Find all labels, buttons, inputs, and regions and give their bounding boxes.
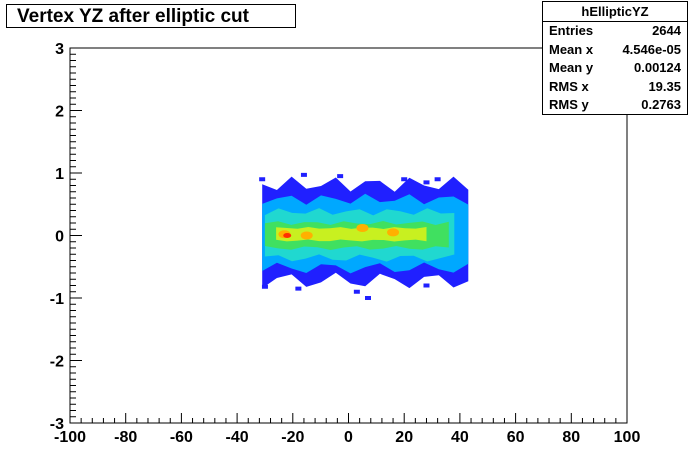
x-tick-label: 20 [395,429,413,446]
x-tick-label: 80 [562,429,580,446]
stats-box: hEllipticYZ Entries 2644 Mean x 4.546e-0… [542,1,688,115]
heat-outlier-cell [261,284,268,289]
heat-outlier-cell [300,172,307,177]
stats-value: 0.2763 [641,97,681,112]
stats-label: Mean y [549,60,594,75]
stats-value: 19.35 [648,78,681,94]
heat-outlier-cell [434,177,441,182]
heatmap-layer [259,172,469,300]
axis-layer: -100 -80 -60 -40 -20 0 20 40 60 80 100 3 2 1 0 -1 -2 -3 [50,41,641,446]
heat-outlier-cell [364,296,371,300]
y-tick-label: -1 [50,291,64,308]
x-tick-label: 60 [507,429,525,446]
stats-label: Mean x [549,41,594,57]
stats-row-mean-x: Mean x 4.546e-05 [543,41,687,60]
x-tick-label: -100 [54,429,86,446]
x-tick-label: -80 [114,429,137,446]
stats-row-mean-y: Mean y 0.00124 [543,59,687,78]
chart-title: Vertex YZ after elliptic cut [6,4,296,28]
stats-label: Entries [549,23,594,38]
heat-hotspot [387,228,400,237]
x-tick-label: -60 [170,429,193,446]
stats-label: RMS y [549,97,589,112]
heat-outlier-cell [295,286,302,291]
y-tick-label: 2 [55,104,64,121]
stats-value: 2644 [652,23,681,38]
heat-outlier-cell [353,289,360,294]
stats-row-entries: Entries 2644 [543,22,687,41]
stats-title: hEllipticYZ [543,2,687,22]
heat-outlier-cell [423,283,430,288]
stats-label: RMS x [549,78,589,94]
x-tick-label: -20 [281,429,304,446]
y-tick-label: 0 [55,229,64,246]
stats-value: 0.00124 [634,60,681,75]
heat-contour-level [276,227,427,242]
heat-outlier-cell [423,180,430,185]
heat-outlier-cell [401,177,408,182]
heat-outlier-cell [259,177,266,182]
x-tick-label: 40 [451,429,469,446]
heat-outlier-cell [337,174,344,179]
heat-hotspot [300,231,313,240]
y-tick-label: 3 [55,41,64,58]
y-tick-label: 1 [55,166,64,183]
x-tick-label: -40 [226,429,249,446]
x-tick-label: 100 [614,429,641,446]
heat-hotspot [356,224,369,232]
y-tick-label: -3 [50,416,64,433]
stats-row-rms-y: RMS y 0.2763 [543,96,687,115]
stats-value: 4.546e-05 [622,41,681,57]
stats-row-rms-x: RMS x 19.35 [543,78,687,97]
x-tick-label: 0 [344,429,353,446]
heat-hotspot [283,233,292,238]
y-tick-label: -2 [50,354,64,371]
